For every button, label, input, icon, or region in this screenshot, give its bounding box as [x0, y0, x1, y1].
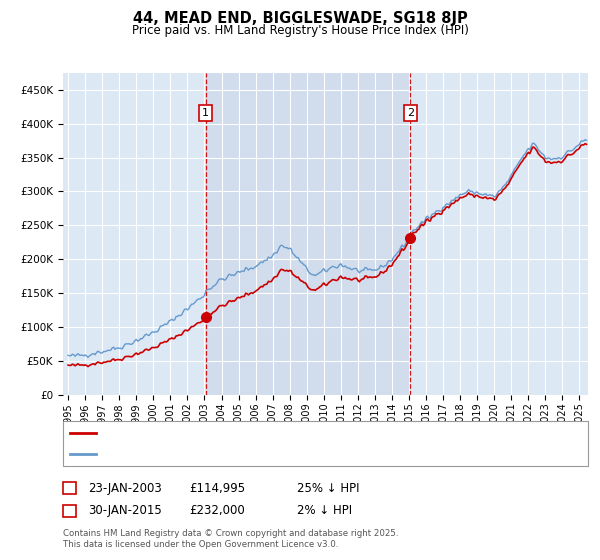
Text: Contains HM Land Registry data © Crown copyright and database right 2025.
This d: Contains HM Land Registry data © Crown c…	[63, 529, 398, 549]
Text: 23-JAN-2003: 23-JAN-2003	[88, 482, 162, 495]
Text: 2: 2	[407, 108, 414, 118]
Text: 25% ↓ HPI: 25% ↓ HPI	[297, 482, 359, 495]
Bar	[206, 73, 410, 395]
Text: £232,000: £232,000	[189, 504, 245, 517]
Text: 2% ↓ HPI: 2% ↓ HPI	[297, 504, 352, 517]
Text: 44, MEAD END, BIGGLESWADE, SG18 8JP (semi-detached house): 44, MEAD END, BIGGLESWADE, SG18 8JP (sem…	[100, 428, 437, 438]
Text: 1: 1	[202, 108, 209, 118]
Text: Price paid vs. HM Land Registry's House Price Index (HPI): Price paid vs. HM Land Registry's House …	[131, 24, 469, 37]
Text: 30-JAN-2015: 30-JAN-2015	[88, 504, 162, 517]
Text: 2: 2	[66, 506, 73, 516]
Text: 44, MEAD END, BIGGLESWADE, SG18 8JP: 44, MEAD END, BIGGLESWADE, SG18 8JP	[133, 11, 467, 26]
Text: HPI: Average price, semi-detached house, Central Bedfordshire: HPI: Average price, semi-detached house,…	[100, 449, 430, 459]
Text: £114,995: £114,995	[189, 482, 245, 495]
Text: 1: 1	[66, 483, 73, 493]
